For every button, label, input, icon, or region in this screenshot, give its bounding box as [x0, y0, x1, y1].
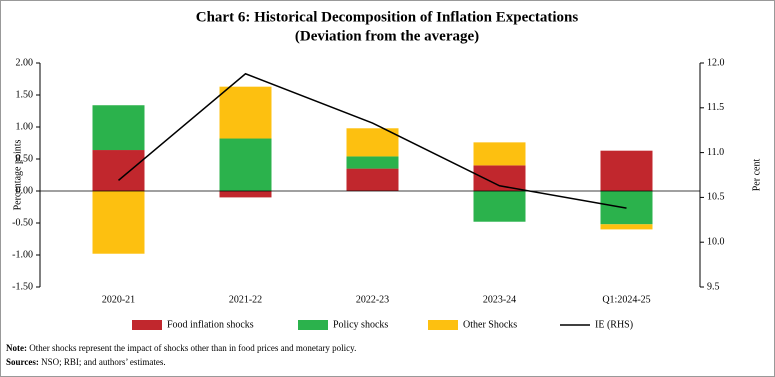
bar: [473, 191, 526, 222]
y-tick-label: 1.50: [16, 89, 34, 100]
bar: [600, 150, 653, 191]
x-tick-label: 2020-21: [102, 294, 135, 305]
bar: [92, 105, 145, 151]
y-tick-label: 1.00: [16, 121, 34, 132]
bar: [219, 86, 272, 139]
source-label: Sources:: [6, 357, 39, 367]
legend-swatch: [298, 320, 328, 330]
bar: [219, 191, 272, 198]
bar: [600, 224, 653, 230]
line: [118, 72, 627, 209]
bar: [473, 165, 526, 191]
y2-tick-label: 12.0: [707, 57, 725, 68]
y-tick-label: 2.00: [16, 57, 34, 68]
legend-label: Food inflation shocks: [167, 319, 254, 330]
y-tick-label: -1.50: [12, 281, 33, 292]
x-tick-label: 2022-23: [356, 294, 389, 305]
y2-tick-label: 11.5: [707, 102, 724, 113]
bar: [346, 128, 399, 157]
bar: [346, 168, 399, 191]
chart-subtitle: (Deviation from the average): [295, 28, 479, 44]
y-tick-label: 0.50: [16, 153, 34, 164]
y2-tick-label: 9.5: [707, 281, 720, 292]
legend-label: Policy shocks: [333, 319, 388, 330]
y-tick-label: -1.00: [12, 249, 33, 260]
y2-tick-label: 10.0: [707, 236, 725, 247]
note-text: Other shocks represent the impact of sho…: [29, 343, 356, 353]
bar: [92, 150, 145, 191]
legend-swatch: [132, 320, 162, 330]
y-tick-label: -0.50: [12, 217, 33, 228]
bar: [92, 191, 145, 254]
legend-label: IE (RHS): [595, 319, 633, 330]
legend-label: Other Shocks: [463, 319, 517, 330]
chart-title: Chart 6: Historical Decomposition of Inf…: [196, 9, 579, 25]
bar: [219, 138, 272, 191]
y2-tick-label: 10.5: [707, 192, 725, 203]
note: Note: Other shocks represent the impact …: [6, 343, 356, 353]
bar: [473, 142, 526, 166]
y-axis-label: Percentage points: [12, 139, 23, 210]
bar: [346, 156, 399, 169]
y-tick-label: 0.00: [16, 185, 34, 196]
note-label: Note:: [6, 343, 27, 353]
source: Sources: NSO; RBI; and authors’ estimate…: [6, 357, 166, 367]
y2-tick-label: 11.0: [707, 147, 724, 158]
x-tick-label: Q1:2024-25: [602, 294, 650, 305]
source-text: NSO; RBI; and authors’ estimates.: [41, 357, 166, 367]
x-tick-label: 2023-24: [483, 294, 516, 305]
legend-swatch: [428, 320, 458, 330]
y2-axis-label: Per cent: [751, 159, 762, 192]
x-tick-label: 2021-22: [229, 294, 262, 305]
